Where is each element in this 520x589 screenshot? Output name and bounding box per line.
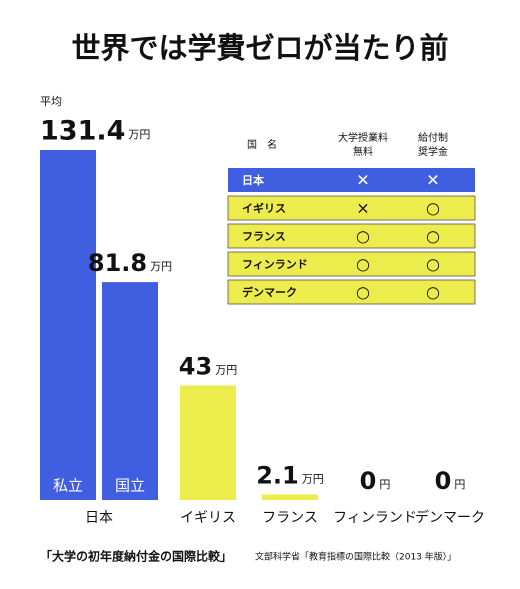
value-unit: 円 <box>454 478 465 491</box>
value-unit: 万円 <box>128 128 150 141</box>
table-symbol: ○ <box>356 255 370 274</box>
table-symbol: × <box>356 199 369 218</box>
chart-title: 世界では学費ゼロが当たり前 <box>71 31 448 65</box>
value-label: 81.8 <box>88 249 147 277</box>
value-label: 0 <box>360 467 377 495</box>
source: 文部科学省「教育指標の国際比較（2013 年版）」 <box>255 551 456 563</box>
table-symbol: ○ <box>426 227 440 246</box>
country-name: デンマーク <box>242 285 297 299</box>
bar-label: 私立 <box>53 477 83 495</box>
table-header: 奨学金 <box>418 145 448 158</box>
country-name: イギリス <box>242 201 286 215</box>
table-symbol: ○ <box>356 283 370 302</box>
x-tick-label: フランス <box>262 510 318 526</box>
table-row <box>227 195 476 221</box>
country-name: フランス <box>242 230 286 243</box>
value-unit: 万円 <box>215 363 237 376</box>
value-unit: 万円 <box>150 260 172 273</box>
table-header: 大学授業料 <box>338 131 388 144</box>
table-row <box>227 279 476 305</box>
table-header: 無料 <box>353 145 373 158</box>
table-row <box>227 251 476 277</box>
value-unit: 円 <box>379 478 390 491</box>
table-symbol: ✕ <box>426 171 439 190</box>
table-header: 国 名 <box>247 138 277 151</box>
table-row <box>228 168 475 192</box>
table-symbol: ○ <box>426 199 440 218</box>
table-symbol: ○ <box>426 255 440 274</box>
table-symbol: ○ <box>356 227 370 246</box>
table-header: 給付制 <box>418 131 448 144</box>
table-row <box>227 223 476 249</box>
bar <box>180 385 236 500</box>
value-label: 131.4 <box>40 116 125 147</box>
value-label: 43 <box>179 352 212 380</box>
value-note: 平均 <box>40 95 62 108</box>
country-name: 日本 <box>242 173 264 187</box>
table-symbol: ○ <box>426 283 440 302</box>
value-label: 0 <box>435 467 452 495</box>
bar <box>262 494 318 500</box>
x-tick-label: 日本 <box>85 510 113 526</box>
value-unit: 万円 <box>302 472 324 485</box>
caption: 「大学の初年度納付金の国際比較」 <box>40 549 232 564</box>
bar-label: 国立 <box>115 477 145 495</box>
bar <box>40 150 96 500</box>
x-tick-label: イギリス <box>180 510 236 526</box>
bar <box>102 282 158 500</box>
value-label: 2.1 <box>256 461 299 489</box>
country-name: フィンランド <box>242 258 308 271</box>
table-symbol: ✕ <box>356 171 369 190</box>
x-tick-label: フィンランド <box>333 510 417 526</box>
x-tick-label: デンマーク <box>415 509 485 526</box>
